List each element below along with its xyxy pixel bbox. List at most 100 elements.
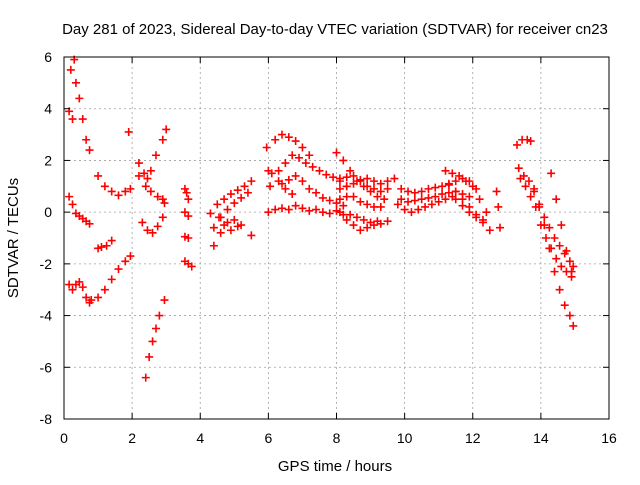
data-point <box>158 135 167 144</box>
data-point <box>182 188 191 197</box>
data-point <box>356 226 365 235</box>
data-point <box>424 184 433 193</box>
data-point <box>514 164 523 173</box>
data-point <box>107 236 116 245</box>
data-point <box>100 182 109 191</box>
data-point <box>417 195 426 204</box>
data-point <box>148 337 157 346</box>
data-point <box>75 94 84 103</box>
data-point <box>223 205 232 214</box>
data-point <box>78 115 87 124</box>
x-tick-label: 2 <box>128 430 136 446</box>
data-point <box>550 267 559 276</box>
data-point <box>187 262 196 271</box>
data-point <box>141 182 150 191</box>
data-point <box>318 208 327 217</box>
data-point <box>298 204 307 213</box>
x-tick-label: 14 <box>533 430 549 446</box>
data-point <box>151 324 160 333</box>
data-point <box>160 199 169 208</box>
data-point <box>400 205 409 214</box>
data-point <box>513 140 522 149</box>
data-point <box>567 267 576 276</box>
data-point <box>342 192 351 201</box>
data-point <box>298 143 307 152</box>
data-point <box>271 205 280 214</box>
data-point <box>233 222 242 231</box>
data-point <box>160 296 169 305</box>
data-point <box>404 187 413 196</box>
data-point <box>451 177 460 186</box>
data-point <box>65 192 74 201</box>
data-point <box>397 195 406 204</box>
data-point <box>148 228 157 237</box>
data-point <box>569 262 578 271</box>
x-tick-label: 12 <box>465 430 481 446</box>
y-tick-label: 0 <box>44 204 52 220</box>
grid-lines <box>64 57 609 419</box>
data-point <box>339 201 348 210</box>
data-point <box>158 213 167 222</box>
x-tick-label: 16 <box>601 430 617 446</box>
data-point <box>209 241 218 250</box>
data-point <box>184 212 193 221</box>
data-point <box>541 234 550 242</box>
data-point <box>530 187 539 196</box>
data-point <box>363 200 372 209</box>
y-tick-label: -6 <box>40 359 53 375</box>
data-point <box>380 195 389 204</box>
data-point <box>342 215 351 224</box>
data-point <box>383 184 392 193</box>
data-point <box>124 127 133 136</box>
data-point <box>346 166 355 175</box>
data-point <box>281 159 290 168</box>
x-tick-label: 4 <box>196 430 204 446</box>
data-point <box>226 190 235 199</box>
data-point <box>359 215 368 224</box>
data-point <box>291 201 300 210</box>
data-point <box>230 199 239 208</box>
data-point <box>376 202 385 211</box>
data-point <box>376 179 385 188</box>
data-point <box>145 352 154 361</box>
data-point <box>107 275 116 284</box>
data-point <box>162 125 171 134</box>
data-point <box>288 151 297 160</box>
data-point <box>107 187 116 196</box>
data-point <box>66 65 75 74</box>
data-point <box>383 177 392 186</box>
data-point <box>102 241 111 250</box>
data-point <box>410 196 419 205</box>
data-point <box>75 277 84 286</box>
data-point <box>230 215 239 224</box>
data-point <box>335 184 344 193</box>
data-point <box>424 193 433 202</box>
data-point <box>475 195 484 204</box>
data-point <box>472 213 481 222</box>
data-point <box>271 135 280 144</box>
data-point <box>482 208 491 217</box>
data-point <box>247 231 256 240</box>
data-point <box>291 137 300 146</box>
data-point <box>226 226 235 235</box>
y-tick-label: -2 <box>40 256 53 272</box>
data-point <box>342 173 351 182</box>
data-point <box>82 135 91 144</box>
data-point <box>82 293 91 302</box>
data-point <box>393 200 402 209</box>
data-point <box>278 130 286 139</box>
data-point <box>552 254 561 263</box>
data-point <box>332 148 341 157</box>
data-point <box>363 174 372 183</box>
data-point <box>441 195 450 204</box>
data-point <box>267 169 276 178</box>
data-point <box>318 193 327 202</box>
data-point <box>305 151 314 160</box>
data-point <box>526 137 535 146</box>
data-point <box>141 373 150 382</box>
data-point <box>485 226 494 235</box>
data-point <box>521 182 530 191</box>
x-tick-label: 0 <box>60 430 68 446</box>
data-point <box>97 243 106 252</box>
